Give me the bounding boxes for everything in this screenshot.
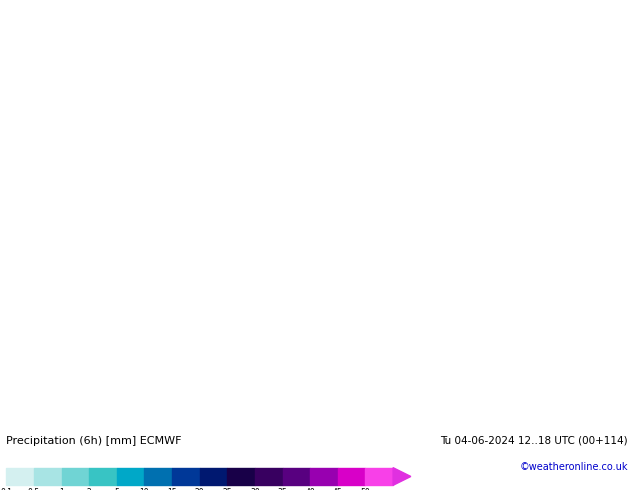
Text: Tu 04-06-2024 12..18 UTC (00+114): Tu 04-06-2024 12..18 UTC (00+114) [440,436,628,446]
Bar [365,467,393,485]
Bar [200,467,228,485]
Text: 25: 25 [223,488,232,490]
Text: 30: 30 [250,488,260,490]
Text: 40: 40 [306,488,315,490]
Bar [172,467,200,485]
Text: 45: 45 [333,488,343,490]
Text: 2: 2 [87,488,91,490]
Text: 10: 10 [139,488,149,490]
Bar [34,467,61,485]
Bar [61,467,89,485]
Text: 1: 1 [59,488,64,490]
Bar [228,467,255,485]
Text: 35: 35 [278,488,287,490]
Text: 20: 20 [195,488,205,490]
Text: 50: 50 [361,488,370,490]
Bar [89,467,117,485]
Bar [145,467,172,485]
Text: 5: 5 [114,488,119,490]
Text: 15: 15 [167,488,177,490]
Text: 0.5: 0.5 [28,488,40,490]
Text: Precipitation (6h) [mm] ECMWF: Precipitation (6h) [mm] ECMWF [6,436,182,446]
Polygon shape [393,467,411,485]
Bar [117,467,145,485]
Text: ©weatheronline.co.uk: ©weatheronline.co.uk [519,462,628,472]
Bar [338,467,365,485]
Text: 0.1: 0.1 [1,488,12,490]
Bar [6,467,34,485]
Bar [310,467,338,485]
Bar [255,467,283,485]
Bar [283,467,310,485]
